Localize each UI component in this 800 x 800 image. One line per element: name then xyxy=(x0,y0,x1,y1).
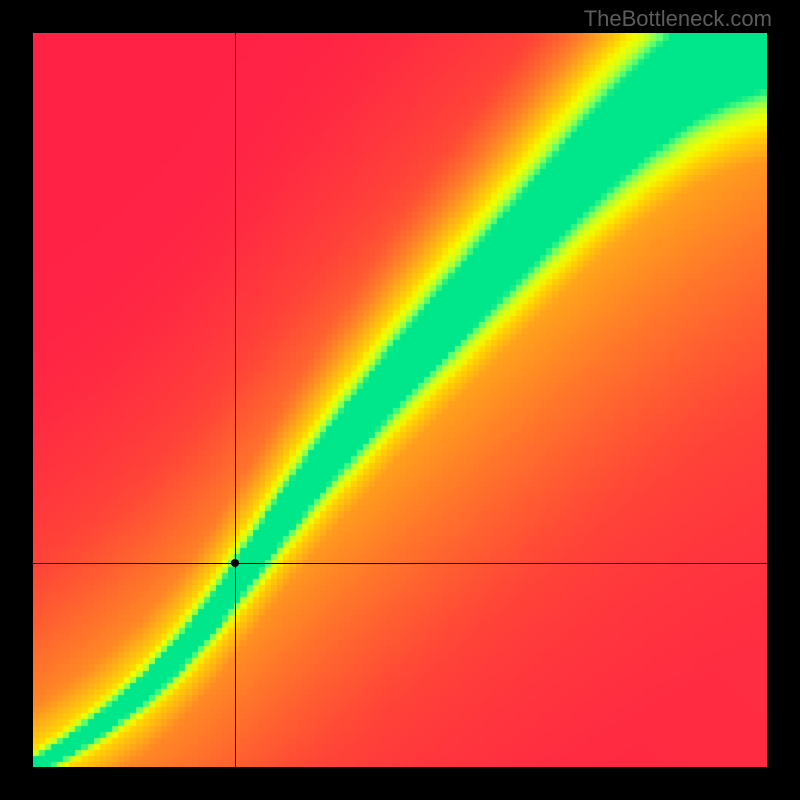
heatmap-plot xyxy=(33,33,767,767)
watermark-text: TheBottleneck.com xyxy=(584,6,772,32)
heatmap-canvas xyxy=(33,33,767,767)
